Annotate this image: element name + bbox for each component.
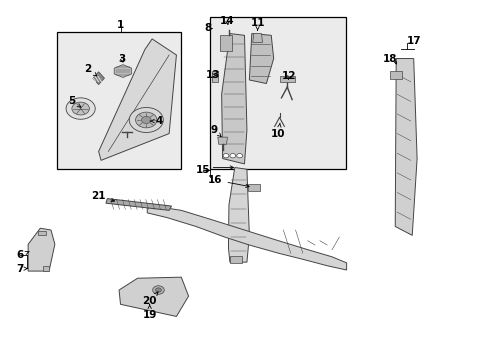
Polygon shape <box>228 167 249 262</box>
Polygon shape <box>119 277 188 316</box>
Bar <box>210 18 345 169</box>
Polygon shape <box>99 39 176 160</box>
Circle shape <box>229 154 235 158</box>
Text: 20: 20 <box>142 292 158 306</box>
Polygon shape <box>106 199 171 210</box>
Text: 11: 11 <box>250 18 264 31</box>
Circle shape <box>66 98 95 119</box>
Polygon shape <box>217 137 227 144</box>
Text: 14: 14 <box>220 16 234 26</box>
Text: 9: 9 <box>210 125 221 136</box>
Circle shape <box>152 286 164 294</box>
Circle shape <box>236 154 242 158</box>
Text: 10: 10 <box>271 123 285 139</box>
Text: 3: 3 <box>118 54 125 64</box>
Polygon shape <box>252 33 262 42</box>
Bar <box>211 71 217 82</box>
Text: 2: 2 <box>84 64 97 76</box>
Polygon shape <box>114 64 131 77</box>
Circle shape <box>141 116 151 123</box>
Polygon shape <box>221 33 246 164</box>
Polygon shape <box>394 59 416 235</box>
Text: 18: 18 <box>382 54 397 64</box>
Polygon shape <box>93 72 104 85</box>
Circle shape <box>223 154 228 158</box>
Text: 7: 7 <box>16 264 27 274</box>
Polygon shape <box>249 33 273 84</box>
Text: 19: 19 <box>142 305 157 320</box>
Text: 12: 12 <box>282 71 296 81</box>
Circle shape <box>129 108 163 132</box>
Text: 21: 21 <box>91 191 114 202</box>
Circle shape <box>155 288 161 292</box>
Bar <box>57 32 181 169</box>
Polygon shape <box>147 205 346 270</box>
Text: 8: 8 <box>204 23 211 33</box>
Circle shape <box>135 112 157 128</box>
Text: 6: 6 <box>16 250 29 260</box>
Text: 13: 13 <box>205 70 220 80</box>
Circle shape <box>72 102 89 115</box>
Polygon shape <box>389 71 401 79</box>
Bar <box>229 256 242 263</box>
Text: 16: 16 <box>208 175 248 188</box>
Polygon shape <box>248 184 260 191</box>
Polygon shape <box>42 266 49 271</box>
Text: 15: 15 <box>196 165 210 175</box>
Text: 5: 5 <box>68 96 81 107</box>
Polygon shape <box>38 231 46 235</box>
Text: 4: 4 <box>150 116 163 126</box>
Polygon shape <box>28 228 55 271</box>
Text: 17: 17 <box>406 36 420 46</box>
Polygon shape <box>280 76 294 82</box>
Text: 1: 1 <box>117 19 124 30</box>
Bar <box>220 35 232 51</box>
